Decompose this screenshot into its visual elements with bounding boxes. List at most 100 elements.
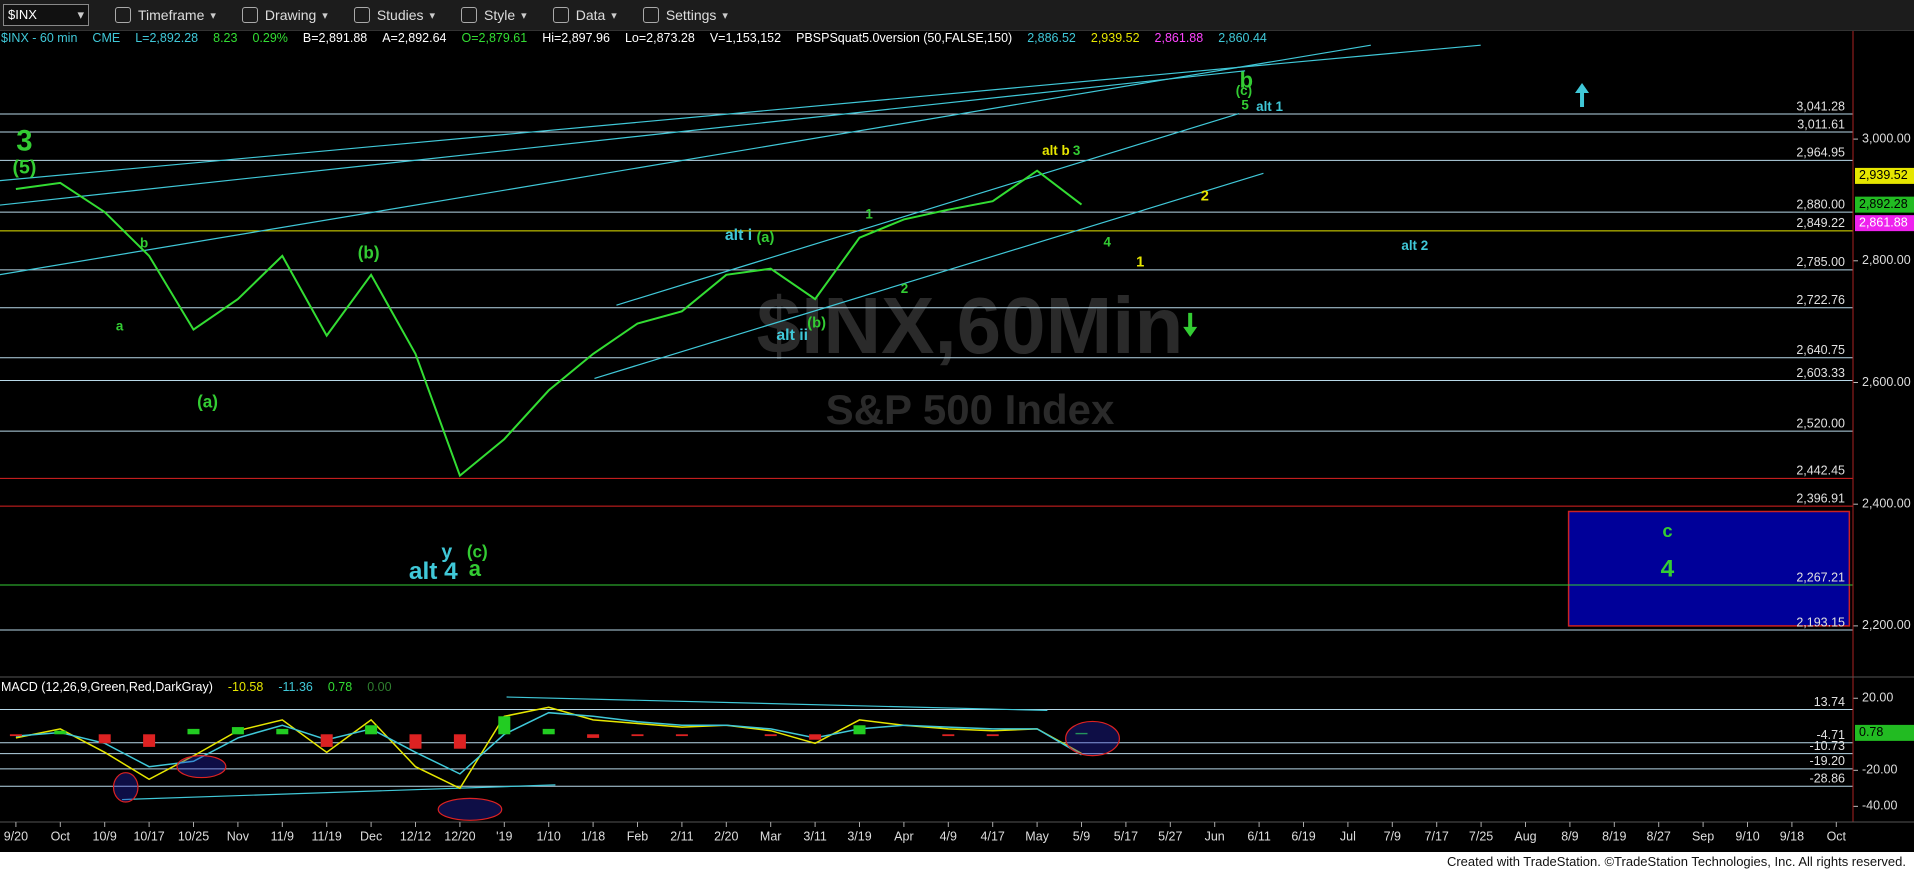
x-tick-label: 2/11 xyxy=(670,829,693,843)
header-value: Lo=2,873.28 xyxy=(624,31,695,45)
menu-button[interactable]: Style xyxy=(461,7,527,23)
wave-label: (c) xyxy=(467,542,488,561)
level-label: 2,442.45 xyxy=(1796,464,1845,478)
x-tick-label: Oct xyxy=(51,829,71,843)
header-value: 0.78 xyxy=(327,680,353,694)
header-value: Hi=2,897.96 xyxy=(542,31,610,45)
x-tick-label: 3/19 xyxy=(847,829,871,843)
wave-label: alt ii xyxy=(776,327,808,344)
y-tick-label: -20.00 xyxy=(1862,763,1897,777)
header-value: -10.58 xyxy=(227,680,264,694)
y-tick-label: 2,600.00 xyxy=(1862,375,1911,389)
menu-button[interactable]: Timeframe xyxy=(115,7,216,23)
header-value: A=2,892.64 xyxy=(382,31,447,45)
histogram-bar xyxy=(276,728,289,735)
level-label: 3,041.28 xyxy=(1796,99,1845,113)
chart-title: MACD (12,26,9,Green,Red,DarkGray) xyxy=(1,680,213,694)
arrow-up xyxy=(1575,83,1590,108)
wave-label: 1 xyxy=(865,206,873,221)
wave-label: alt 1 xyxy=(1256,99,1283,114)
histogram-bar xyxy=(320,734,333,747)
x-tick-label: 12/20 xyxy=(444,829,475,843)
x-tick-label: Aug xyxy=(1514,829,1536,843)
x-tick-label: 6/19 xyxy=(1291,829,1315,843)
x-tick-label: 11/9 xyxy=(271,829,294,843)
menu-icon xyxy=(353,7,370,23)
price-line xyxy=(15,169,1083,478)
header-value: 2,860.44 xyxy=(1218,31,1267,45)
x-tick-label: 7/9 xyxy=(1384,829,1401,843)
histogram-bar xyxy=(986,734,999,737)
menu-icon xyxy=(461,7,478,23)
menu-label: Data xyxy=(575,7,606,23)
histogram-bar xyxy=(853,725,866,735)
x-tick-label: 8/9 xyxy=(1561,829,1578,843)
wave-label: b xyxy=(1240,68,1253,93)
highlight-ellipse xyxy=(437,797,503,821)
wave-label: alt 2 xyxy=(1401,238,1428,253)
wave-label: c xyxy=(1662,520,1672,541)
x-tick-label: 7/25 xyxy=(1469,829,1493,843)
x-tick-label: 3/11 xyxy=(803,829,826,843)
macd-header: MACD (12,26,9,Green,Red,DarkGray) -10.58-… xyxy=(1,680,407,694)
trend-line xyxy=(122,784,556,801)
x-tick-label: '19 xyxy=(496,829,512,843)
price-marker-label: 2,892.28 xyxy=(1859,197,1908,211)
trend-line xyxy=(0,70,1246,206)
menu-label: Timeframe xyxy=(138,7,205,23)
histogram-bar xyxy=(143,734,156,747)
histogram-bar xyxy=(542,728,555,735)
level-label: 2,849.22 xyxy=(1796,216,1845,230)
menu-button[interactable]: Studies xyxy=(353,7,435,23)
wave-label: 4 xyxy=(1103,234,1111,249)
wave-label: 2 xyxy=(1201,188,1209,204)
x-tick-label: 2/20 xyxy=(714,829,738,843)
macd-line xyxy=(15,706,1082,790)
x-tick-label: 6/11 xyxy=(1247,829,1270,843)
x-tick-label: 1/18 xyxy=(581,829,605,843)
level-label: -28.86 xyxy=(1810,772,1845,786)
histogram-bar xyxy=(453,734,466,749)
arrow-down xyxy=(1183,312,1198,337)
wave-label: b xyxy=(140,236,148,251)
header-value: 0.00 xyxy=(367,680,392,694)
x-tick-label: Mar xyxy=(760,829,782,843)
macd-line xyxy=(15,711,1082,775)
price-marker-label: 0.78 xyxy=(1859,725,1883,739)
menu-icon xyxy=(115,7,131,23)
histogram-bar xyxy=(675,734,688,737)
level-label: 2,267.21 xyxy=(1796,570,1845,584)
level-label: -10.73 xyxy=(1810,739,1845,753)
x-tick-label: 5/27 xyxy=(1158,829,1182,843)
wave-label: (a) xyxy=(197,392,218,411)
histogram-bar xyxy=(1075,732,1088,735)
x-tick-label: 5/17 xyxy=(1114,829,1138,843)
menu-button[interactable]: Data xyxy=(552,7,617,23)
x-tick-label: Apr xyxy=(894,829,913,843)
wave-label: (c) xyxy=(1236,83,1252,98)
wave-label: y xyxy=(441,541,452,563)
histogram-bar xyxy=(409,734,422,749)
histogram-bar xyxy=(54,730,67,735)
wave-label: (b) xyxy=(807,315,826,331)
price-marker xyxy=(1855,167,1914,184)
watermark: $INX,60Min xyxy=(757,281,1184,370)
wave-label: 2 xyxy=(901,281,908,296)
x-tick-label: 11/19 xyxy=(312,829,342,843)
menu-button[interactable]: Settings xyxy=(642,7,728,23)
menu-button[interactable]: Drawing xyxy=(241,7,328,23)
price-header: $INX - 60 min CME L=2,892.28 8.23 0.29% B=2,8… xyxy=(1,31,1282,45)
x-tick-label: Dec xyxy=(360,829,382,843)
symbol-input[interactable]: $INX xyxy=(3,4,89,26)
histogram-bar xyxy=(498,716,511,735)
wave-label: alt 4 xyxy=(409,558,458,585)
wave-label: 1 xyxy=(1136,254,1144,270)
x-tick-label: 5/9 xyxy=(1073,829,1090,843)
y-tick-label: 2,200.00 xyxy=(1862,618,1911,632)
x-tick-label: 9/18 xyxy=(1780,829,1804,843)
level-label: -19.20 xyxy=(1810,754,1845,768)
wave-label: a xyxy=(469,556,482,581)
y-tick-label: 3,000.00 xyxy=(1862,131,1911,145)
level-label: -4.71 xyxy=(1817,728,1846,742)
